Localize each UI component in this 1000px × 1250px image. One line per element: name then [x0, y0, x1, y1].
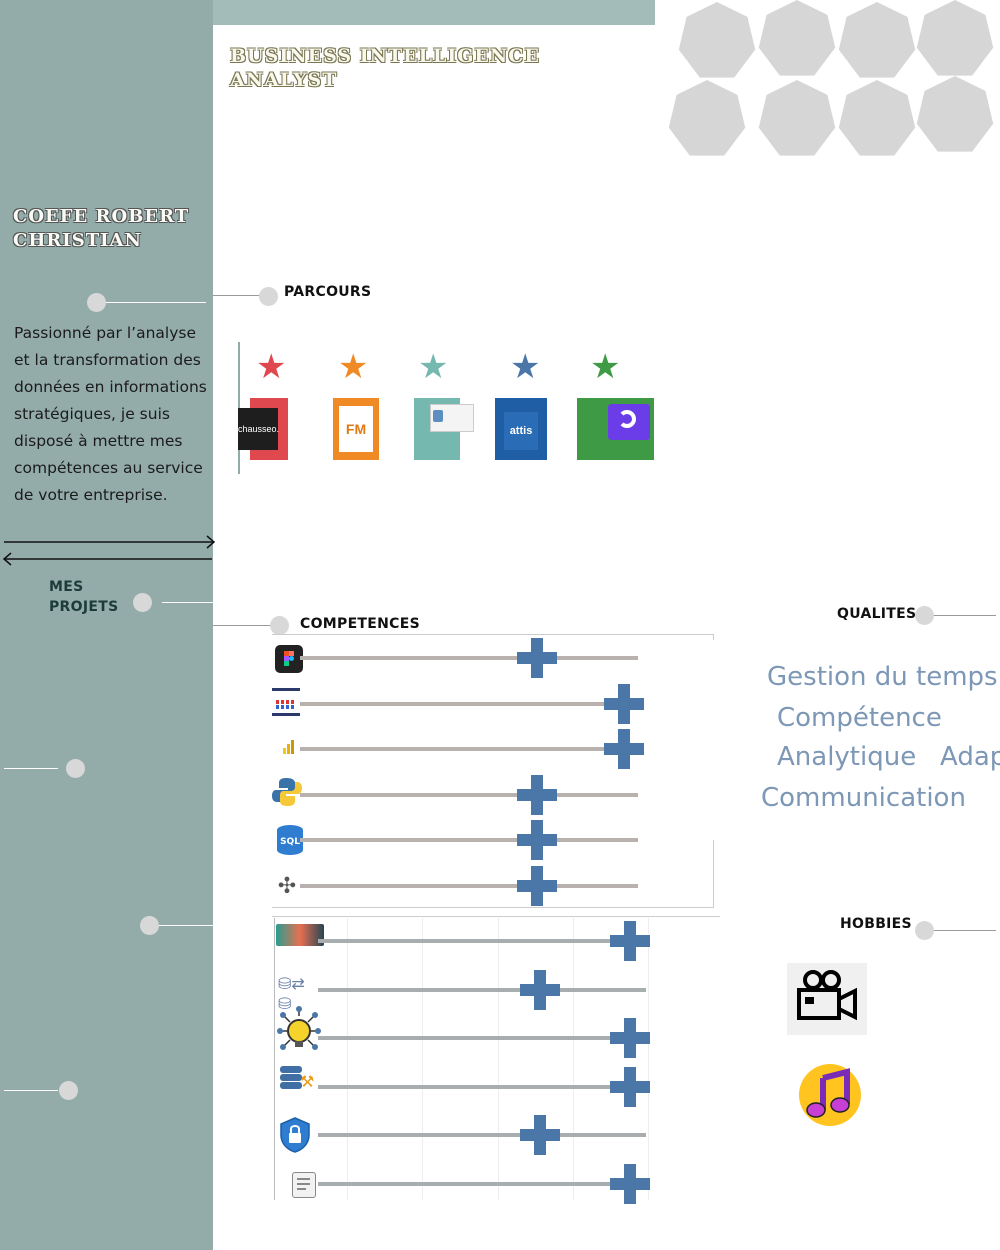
- data-processing-icon: [292, 1172, 316, 1198]
- decorative-heptagon: [758, 80, 836, 156]
- skill-level-marker: [610, 1018, 650, 1058]
- data-mining-icon: ⚒: [280, 1064, 316, 1092]
- skill-track: [318, 1084, 646, 1089]
- decorative-heptagon: [678, 2, 756, 78]
- skill-track: [318, 1181, 646, 1186]
- quality-word: Adap: [940, 742, 1000, 772]
- connector-line: [162, 602, 213, 603]
- connector-line: [159, 925, 213, 926]
- skill-level-marker: [516, 774, 557, 815]
- skill-track: [300, 838, 638, 842]
- star-icon: ★: [256, 347, 287, 387]
- tools-chart-frame: [272, 634, 714, 908]
- quality-word: Gestion du temps: [767, 662, 998, 692]
- company-logo-fm-text: FM: [339, 406, 373, 452]
- skill-track: [300, 656, 638, 660]
- timeline-dot: [133, 593, 152, 612]
- section-title-qualites: QUALITES: [837, 606, 917, 622]
- data-security-icon: [280, 1117, 310, 1153]
- sql-icon: SQL: [277, 825, 303, 855]
- star-icon: ★: [338, 347, 369, 387]
- power-bi-icon: [283, 740, 295, 754]
- decorative-heptagon: [916, 76, 994, 152]
- skill-track: [300, 701, 638, 706]
- decorative-heptagon: [916, 0, 994, 76]
- skill-level-marker: [610, 1163, 650, 1204]
- connector-line: [96, 302, 206, 303]
- timeline-dot: [140, 916, 159, 935]
- connector-line: [4, 768, 58, 769]
- job-title: BUSINESS INTELLIGENCE ANALYST: [230, 45, 540, 91]
- skills-chart-top: [272, 916, 720, 917]
- skill-level-marker: [516, 638, 557, 678]
- timeline-dot: [259, 287, 278, 306]
- music-note-icon: [799, 1064, 861, 1126]
- timeline-dot: [66, 759, 85, 778]
- bio-text: Passionné par l’analyse et la transforma…: [14, 324, 207, 504]
- skill-track: [318, 939, 646, 943]
- decorative-heptagon: [758, 0, 836, 76]
- section-title-parcours: PARCOURS: [284, 284, 372, 300]
- python-icon: [272, 778, 302, 806]
- skill-track: [300, 883, 638, 888]
- section-title-projets[interactable]: MES PROJETS: [49, 579, 119, 615]
- frame-gap: [713, 640, 716, 840]
- gridline: [648, 918, 649, 1200]
- gridline: [347, 918, 348, 1200]
- connector-line: [934, 615, 996, 616]
- sidebar: [0, 0, 213, 1250]
- timeline-dot: [915, 921, 934, 940]
- skill-track: [318, 987, 646, 992]
- skill-level-marker: [519, 1115, 560, 1155]
- skill-track: [300, 747, 638, 751]
- gridline: [573, 918, 574, 1200]
- quality-word: Compétence: [777, 703, 942, 733]
- skill-level-marker: [604, 729, 644, 769]
- innovation-icon: [277, 1006, 321, 1050]
- skill-level-marker: [610, 921, 650, 961]
- quality-word: Analytique: [777, 742, 917, 772]
- arrows-icon: [2, 535, 216, 566]
- person-name: COEFE ROBERT CHRISTIAN: [13, 206, 190, 251]
- skill-track: [318, 1133, 646, 1137]
- skill-level-marker: [604, 683, 644, 724]
- gridline: [498, 918, 499, 1200]
- skill-level-marker: [516, 865, 557, 906]
- company-logo-attis-text: attis: [504, 412, 538, 450]
- company-card-logo: [433, 410, 443, 422]
- talend-icon: [272, 688, 300, 716]
- data-integration-icon: ⛁⇄⛁: [278, 974, 305, 1013]
- header-band: [213, 0, 655, 25]
- company-logo-chausseo-text: chausseo.: [238, 408, 279, 450]
- skill-track: [318, 1036, 646, 1040]
- star-icon: ★: [590, 347, 621, 387]
- skill-level-marker: [519, 969, 560, 1010]
- connector-line: [213, 625, 271, 626]
- connector-line: [934, 930, 996, 931]
- skill-level-marker: [516, 820, 557, 860]
- star-icon: ★: [510, 347, 541, 387]
- skill-level-marker: [610, 1066, 650, 1107]
- timeline-dot: [59, 1081, 78, 1100]
- gridline: [422, 918, 423, 1200]
- figma-icon: [275, 645, 303, 673]
- star-icon: ★: [418, 347, 449, 387]
- decorative-heptagon: [838, 2, 916, 78]
- timeline-dot: [270, 616, 289, 635]
- company-logo-5-mark: [618, 410, 636, 428]
- movie-camera-icon: [787, 963, 867, 1035]
- data-visualization-icon: [276, 924, 324, 946]
- decorative-heptagon: [838, 80, 916, 156]
- connector-line: [213, 295, 263, 296]
- tableau-icon: ✣: [277, 874, 297, 899]
- axis: [274, 918, 275, 1200]
- timeline-dot: [915, 606, 934, 625]
- section-title-competences: COMPETENCES: [300, 616, 420, 632]
- timeline-dot: [87, 293, 106, 312]
- skill-track: [300, 792, 638, 797]
- quality-word: Communication: [761, 783, 966, 813]
- decorative-heptagon: [668, 80, 746, 156]
- connector-line: [4, 1090, 58, 1091]
- section-title-hobbies: HOBBIES: [840, 916, 912, 932]
